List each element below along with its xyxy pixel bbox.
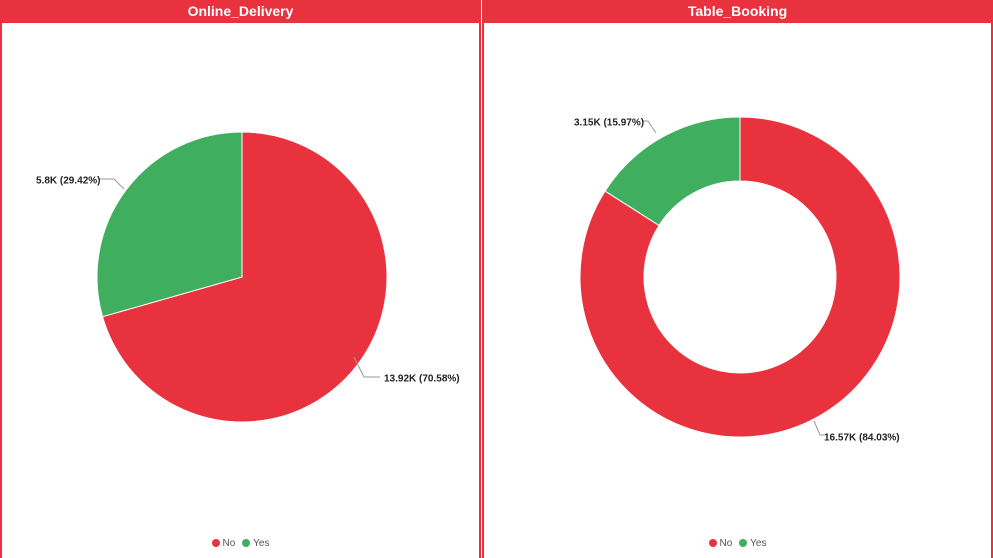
table-booking-title: Table_Booking	[484, 0, 991, 23]
slice-no[interactable]	[579, 116, 901, 438]
legend-item-no[interactable]: No	[708, 537, 733, 549]
data-label-yes: 3.15K (15.97%)	[574, 118, 644, 129]
online-delivery-title: Online_Delivery	[2, 0, 479, 23]
legend-label-no: No	[222, 537, 236, 549]
data-label-no: 16.57K (84.03%)	[824, 433, 900, 444]
online-delivery-panel: Online_Delivery 13.92K (70.58%) 5.8K (29.…	[0, 0, 481, 558]
legend-item-yes[interactable]: Yes	[242, 538, 269, 549]
legend-label-yes: Yes	[750, 537, 767, 549]
slice-yes[interactable]	[604, 116, 741, 227]
legend-item-yes[interactable]: Yes	[739, 538, 766, 549]
legend-dot-no	[211, 539, 220, 547]
online-delivery-legend[interactable]: No Yes	[2, 538, 479, 551]
legend-dot-yes	[739, 539, 748, 547]
table-booking-panel: Table_Booking 16.57K (84.03%) 3.15K (15.9…	[482, 0, 993, 558]
legend-item-no[interactable]: No	[211, 537, 236, 549]
leader-line-yes	[642, 120, 657, 134]
legend-label-no: No	[719, 537, 733, 549]
leader-line-no	[813, 420, 824, 436]
legend-dot-yes	[242, 539, 251, 547]
leader-line-no	[353, 356, 380, 378]
table-booking-legend[interactable]: No Yes	[484, 538, 991, 551]
online-delivery-pie-chart: 13.92K (70.58%) 5.8K (29.42%)	[36, 131, 460, 423]
leader-line-yes	[100, 178, 125, 190]
legend-label-yes: Yes	[253, 537, 270, 549]
legend-dot-no	[708, 539, 717, 547]
slice-yes[interactable]	[96, 131, 243, 318]
data-label-yes: 5.8K (29.42%)	[36, 176, 100, 187]
table-booking-donut-chart: 16.57K (84.03%) 3.15K (15.97%)	[574, 116, 901, 444]
data-label-no: 13.92K (70.58%)	[384, 374, 460, 385]
